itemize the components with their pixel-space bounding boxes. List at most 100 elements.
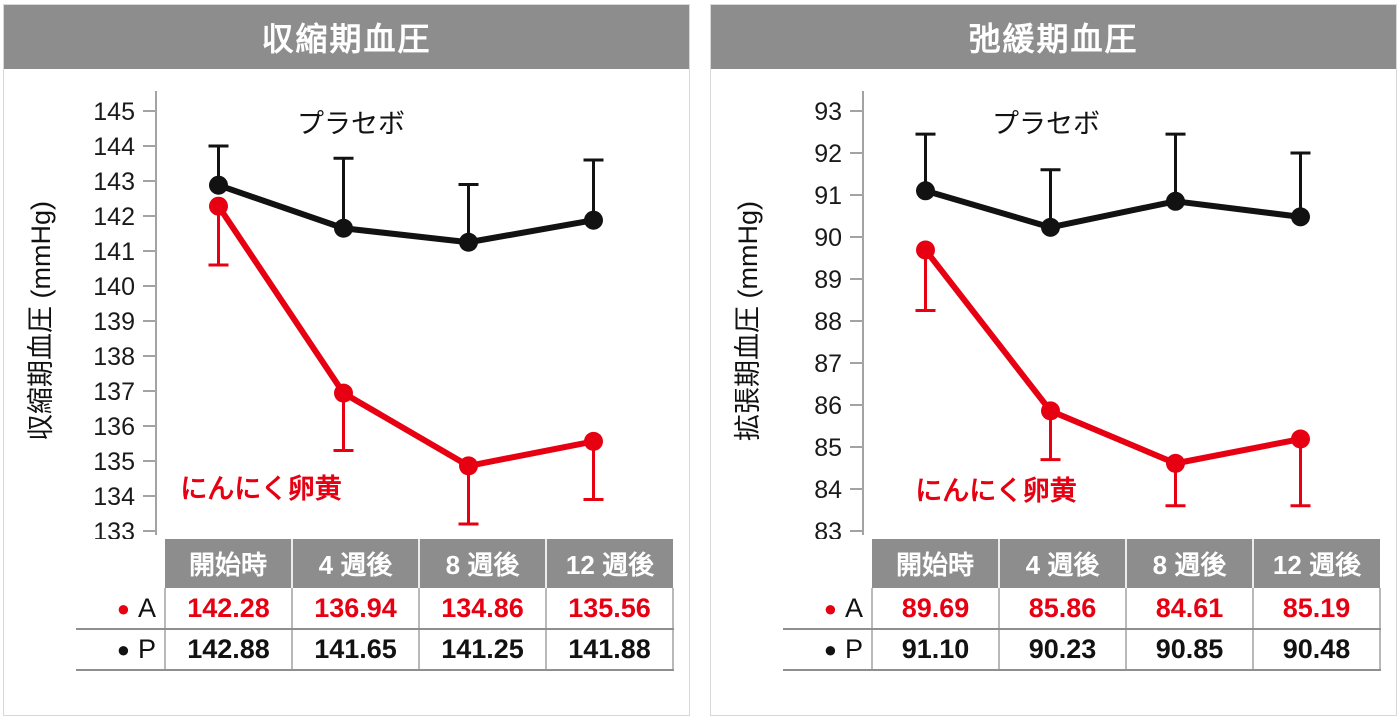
treatment-series	[915, 240, 1311, 508]
table-cell: 141.65	[291, 629, 419, 671]
svg-text:135: 135	[93, 448, 135, 476]
svg-text:140: 140	[93, 273, 135, 301]
table-cell: 85.19	[1252, 588, 1381, 630]
svg-text:138: 138	[93, 343, 135, 371]
svg-text:88: 88	[814, 308, 842, 336]
placebo-series	[915, 132, 1311, 237]
table-header-row: 開始時 4 週後 8 週後 12 週後	[76, 539, 673, 588]
column-header: 8 週後	[418, 539, 546, 588]
svg-text:93: 93	[814, 98, 842, 126]
svg-text:84: 84	[814, 476, 842, 504]
svg-text:プラセボ: プラセボ	[297, 109, 405, 139]
table-row: ● A 142.28 136.94 134.86 135.56	[76, 588, 674, 630]
data-point	[1041, 217, 1060, 237]
data-point	[459, 232, 478, 252]
svg-text:にんにく卵黄: にんにく卵黄	[180, 474, 341, 504]
table-cell: 90.85	[1125, 629, 1253, 671]
row-label: ● P	[783, 629, 872, 671]
data-table: 開始時 4 週後 8 週後 12 週後 ● A 89.69 85.86 84.61 85.19 ● P…	[783, 539, 1381, 671]
svg-text:144: 144	[93, 133, 135, 161]
svg-text:133: 133	[93, 518, 135, 539]
table-cell: 89.69	[871, 588, 999, 630]
svg-text:143: 143	[93, 168, 135, 196]
svg-text:134: 134	[93, 483, 135, 511]
row-label: ● A	[783, 588, 872, 630]
diastolic-table: 開始時 4 週後 8 週後 12 週後 ● A 89.69 85.86 84.61 85.19 ● P…	[783, 539, 1381, 671]
data-point	[334, 383, 353, 403]
svg-text:83: 83	[814, 518, 842, 539]
column-header: 開始時	[872, 539, 999, 588]
y-axis-label: 拡張期血圧 (mmHg)	[733, 201, 763, 441]
column-header: 12 週後	[1252, 539, 1380, 588]
table-cell: 141.88	[545, 629, 674, 671]
svg-text:91: 91	[814, 182, 842, 210]
data-point	[209, 196, 228, 216]
svg-text:92: 92	[814, 140, 842, 168]
data-point	[1291, 429, 1310, 449]
diastolic-chart: 83 84 85 86 87 88 89 90 91 92 93 拡張期血圧 (mmHg) プラセボにん…	[733, 91, 1311, 539]
y-axis-label: 収縮期血圧 (mmHg)	[26, 201, 56, 441]
svg-text:90: 90	[814, 224, 842, 252]
table-row: ● P 142.88 141.65 141.25 141.88	[76, 629, 674, 671]
data-point	[584, 431, 603, 451]
row-label: ● P	[76, 629, 165, 671]
column-header: 12 週後	[545, 539, 673, 588]
table-row: ● A 89.69 85.86 84.61 85.19	[783, 588, 1381, 630]
row-label: ● A	[76, 588, 165, 630]
data-point	[1291, 207, 1310, 227]
table-cell: 135.56	[545, 588, 674, 630]
data-point	[584, 210, 603, 230]
column-header: 開始時	[165, 539, 292, 588]
panel-title-systolic: 収縮期血圧	[4, 5, 689, 69]
table-cell: 134.86	[418, 588, 546, 630]
data-point	[1041, 401, 1060, 421]
svg-text:142: 142	[93, 203, 135, 231]
series-dot-icon: ●	[823, 637, 837, 662]
placebo-series	[208, 144, 604, 252]
panel-title-diastolic: 弛緩期血圧	[711, 5, 1396, 69]
treatment-series	[208, 196, 604, 526]
series-dot-icon: ●	[116, 595, 130, 621]
data-point	[1166, 453, 1185, 473]
table-cell: 90.48	[1252, 629, 1381, 671]
data-point	[334, 218, 353, 238]
svg-text:87: 87	[814, 350, 842, 378]
panel-systolic: 収縮期血圧 133 134 135 136 137 138 139 140 141 142 143 1…	[3, 4, 690, 716]
table-cell: 90.23	[998, 629, 1126, 671]
svg-text:145: 145	[93, 98, 135, 126]
svg-text:139: 139	[93, 308, 135, 336]
systolic-chart: 133 134 135 136 137 138 139 140 141 142 143 144 145 収…	[26, 91, 604, 539]
series-dot-icon: ●	[116, 637, 130, 662]
column-header: 4 週後	[998, 539, 1126, 588]
data-point	[1166, 191, 1185, 211]
systolic-table: 開始時 4 週後 8 週後 12 週後 ● A 142.28 136.94 134.86 135.…	[76, 539, 674, 671]
table-cell: 142.28	[164, 588, 292, 630]
table-cell: 136.94	[291, 588, 419, 630]
data-point	[916, 181, 935, 201]
table-cell: 142.88	[164, 629, 292, 671]
svg-text:にんにく卵黄: にんにく卵黄	[915, 476, 1076, 506]
column-header: 8 週後	[1125, 539, 1253, 588]
data-point	[209, 175, 228, 195]
data-table: 開始時 4 週後 8 週後 12 週後 ● A 142.28 136.94 134.86 135.…	[76, 539, 674, 671]
y-axis: 133 134 135 136 137 138 139 140 141 142 143 144 145	[93, 91, 157, 539]
svg-text:プラセボ: プラセボ	[992, 109, 1100, 139]
svg-text:89: 89	[814, 266, 842, 294]
svg-text:86: 86	[814, 392, 842, 420]
svg-text:137: 137	[93, 378, 135, 406]
table-cell: 85.86	[998, 588, 1126, 630]
series-dot-icon: ●	[823, 595, 837, 621]
table-cell: 91.10	[871, 629, 999, 671]
data-point	[459, 456, 478, 476]
column-header: 4 週後	[291, 539, 419, 588]
y-axis: 83 84 85 86 87 88 89 90 91 92 93	[814, 91, 864, 539]
table-cell: 84.61	[1125, 588, 1253, 630]
panel-diastolic: 弛緩期血圧 83 84 85 86 87 88 89 90 91 92 93 拡張期血圧 (mmHg)…	[710, 4, 1397, 716]
svg-text:141: 141	[93, 238, 135, 266]
data-point	[916, 240, 935, 260]
table-header-row: 開始時 4 週後 8 週後 12 週後	[783, 539, 1380, 588]
table-row: ● P 91.10 90.23 90.85 90.48	[783, 629, 1381, 671]
svg-text:85: 85	[814, 434, 842, 462]
table-cell: 141.25	[418, 629, 546, 671]
